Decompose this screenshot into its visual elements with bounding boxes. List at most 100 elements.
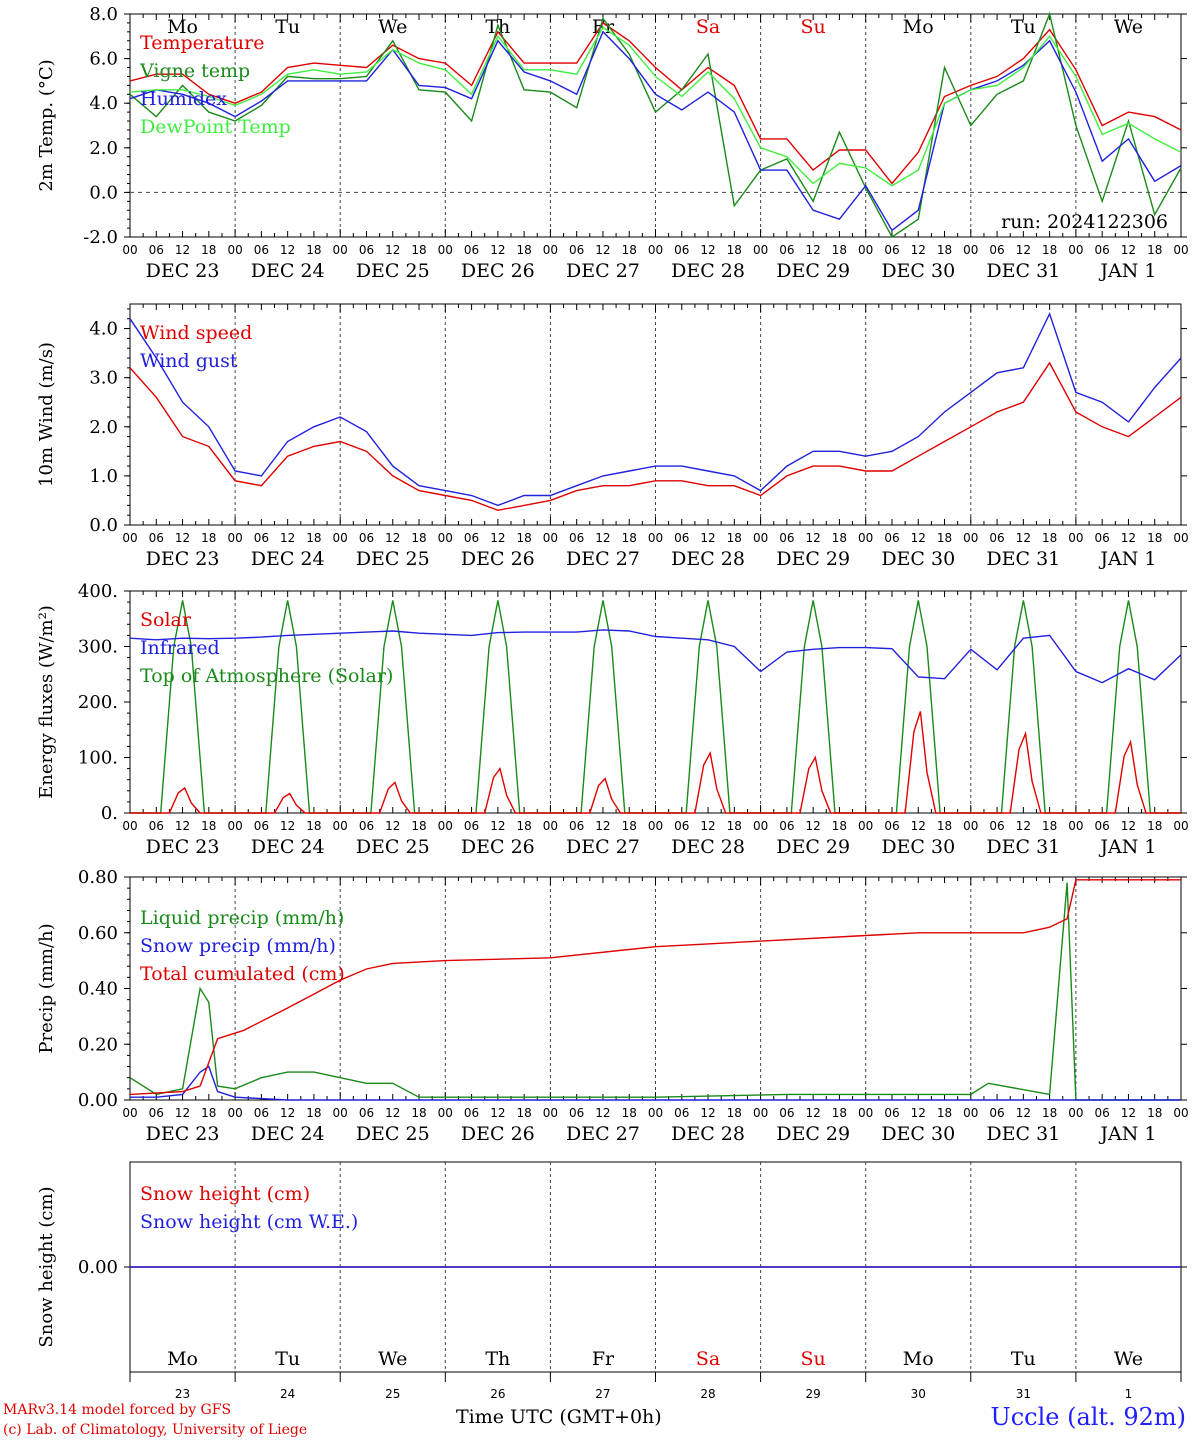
hour-tick-label: 12 xyxy=(1016,531,1031,545)
series-line xyxy=(129,311,1182,507)
day-number-label: 24 xyxy=(280,1387,295,1401)
day-label: DEC 29 xyxy=(776,260,850,282)
hour-tick-label: 00 xyxy=(1173,531,1188,545)
hour-tick-label: 06 xyxy=(569,531,584,545)
hour-tick-label: 12 xyxy=(1121,819,1136,833)
day-label: DEC 23 xyxy=(146,548,220,570)
y-tick-label: 0.00 xyxy=(78,1257,118,1278)
hour-tick-label: 06 xyxy=(254,819,269,833)
day-label: DEC 27 xyxy=(566,548,640,570)
hour-tick-label: 06 xyxy=(149,531,164,545)
x-axis-title: Time UTC (GMT+0h) xyxy=(456,1406,662,1428)
weekday-label: Tu xyxy=(1011,16,1036,38)
hour-tick-label: 18 xyxy=(516,1106,531,1120)
hour-tick-label: 12 xyxy=(700,243,715,257)
weekday-label: Sa xyxy=(696,16,720,38)
y-tick-label: 1.0 xyxy=(89,466,118,487)
hour-tick-label: 12 xyxy=(385,243,400,257)
series-line xyxy=(129,882,1181,1101)
day-label: JAN 1 xyxy=(1098,836,1156,858)
day-label: DEC 29 xyxy=(776,548,850,570)
hour-tick-label: 12 xyxy=(911,819,926,833)
hour-tick-label: 00 xyxy=(963,1106,978,1120)
hour-tick-label: 12 xyxy=(280,819,295,833)
hour-tick-label: 06 xyxy=(569,819,584,833)
weekday-label: Th xyxy=(485,1348,510,1370)
hour-tick-label: 00 xyxy=(648,819,663,833)
hour-tick-label: 06 xyxy=(359,819,374,833)
day-label: DEC 25 xyxy=(356,260,430,282)
hour-tick-label: 06 xyxy=(254,243,269,257)
hour-tick-label: 18 xyxy=(832,819,847,833)
legend-entry: Vigne temp xyxy=(139,60,250,82)
y-axis-label: 2m Temp. (°C) xyxy=(36,59,57,191)
day-label: DEC 30 xyxy=(881,1123,955,1145)
hour-tick-label: 18 xyxy=(832,531,847,545)
hour-tick-label: 18 xyxy=(727,531,742,545)
hour-tick-label: 12 xyxy=(490,243,505,257)
hour-tick-label: 06 xyxy=(779,1106,794,1120)
hour-tick-label: 06 xyxy=(1095,531,1110,545)
y-tick-label: 200. xyxy=(78,692,118,713)
hour-tick-label: 00 xyxy=(543,531,558,545)
hour-tick-label: 18 xyxy=(832,1106,847,1120)
hour-tick-label: 06 xyxy=(1095,1106,1110,1120)
hour-tick-label: 12 xyxy=(385,819,400,833)
day-label: DEC 31 xyxy=(986,260,1060,282)
day-label: DEC 24 xyxy=(251,836,325,858)
legend-entry: Humidex xyxy=(140,88,227,110)
hour-tick-label: 06 xyxy=(1095,243,1110,257)
hour-tick-label: 12 xyxy=(595,243,610,257)
weekday-label: Su xyxy=(801,16,826,38)
day-label: DEC 23 xyxy=(146,1123,220,1145)
hour-tick-label: 06 xyxy=(674,819,689,833)
hour-tick-label: 18 xyxy=(201,531,216,545)
hour-tick-label: 06 xyxy=(674,243,689,257)
hour-tick-label: 18 xyxy=(937,819,952,833)
hour-tick-label: 18 xyxy=(937,243,952,257)
day-label: DEC 31 xyxy=(986,1123,1060,1145)
series-line xyxy=(129,361,1182,512)
day-label: DEC 31 xyxy=(986,548,1060,570)
hour-tick-label: 12 xyxy=(175,531,190,545)
hour-tick-label: 18 xyxy=(411,531,426,545)
hour-tick-label: 00 xyxy=(753,531,768,545)
day-number-label: 1 xyxy=(1125,1387,1133,1401)
hour-tick-label: 12 xyxy=(1121,243,1136,257)
weekday-label: Tu xyxy=(1011,1348,1036,1370)
hour-tick-label: 06 xyxy=(149,243,164,257)
hour-tick-label: 06 xyxy=(464,1106,479,1120)
day-number-label: 27 xyxy=(595,1387,610,1401)
hour-tick-label: 06 xyxy=(254,531,269,545)
hour-tick-label: 12 xyxy=(1121,1106,1136,1120)
hour-tick-label: 12 xyxy=(280,1106,295,1120)
legend-entry: Snow height (cm W.E.) xyxy=(140,1211,358,1233)
hour-tick-label: 00 xyxy=(1173,1106,1188,1120)
hour-tick-label: 12 xyxy=(175,243,190,257)
day-label: DEC 30 xyxy=(881,260,955,282)
weekday-label: We xyxy=(378,1348,407,1370)
hour-tick-label: 12 xyxy=(595,819,610,833)
hour-tick-label: 00 xyxy=(963,243,978,257)
hour-tick-label: 18 xyxy=(1147,1106,1162,1120)
weekday-label: Sa xyxy=(696,1348,720,1370)
hour-tick-label: 18 xyxy=(306,243,321,257)
y-tick-label: 4.0 xyxy=(89,93,118,114)
hour-tick-label: 18 xyxy=(727,819,742,833)
hour-tick-label: 12 xyxy=(595,1106,610,1120)
hour-tick-label: 06 xyxy=(674,531,689,545)
hour-tick-label: 00 xyxy=(227,819,242,833)
hour-tick-label: 12 xyxy=(280,243,295,257)
hour-tick-label: 00 xyxy=(858,243,873,257)
hour-tick-label: 12 xyxy=(280,531,295,545)
hour-tick-label: 00 xyxy=(122,1106,137,1120)
hour-tick-label: 00 xyxy=(648,243,663,257)
day-number-label: 23 xyxy=(175,1387,190,1401)
series-line xyxy=(129,26,1182,187)
hour-tick-label: 00 xyxy=(122,243,137,257)
hour-tick-label: 00 xyxy=(543,243,558,257)
hour-tick-label: 18 xyxy=(1147,243,1162,257)
day-label: DEC 26 xyxy=(461,548,535,570)
legend-entry: DewPoint Temp xyxy=(140,116,291,138)
